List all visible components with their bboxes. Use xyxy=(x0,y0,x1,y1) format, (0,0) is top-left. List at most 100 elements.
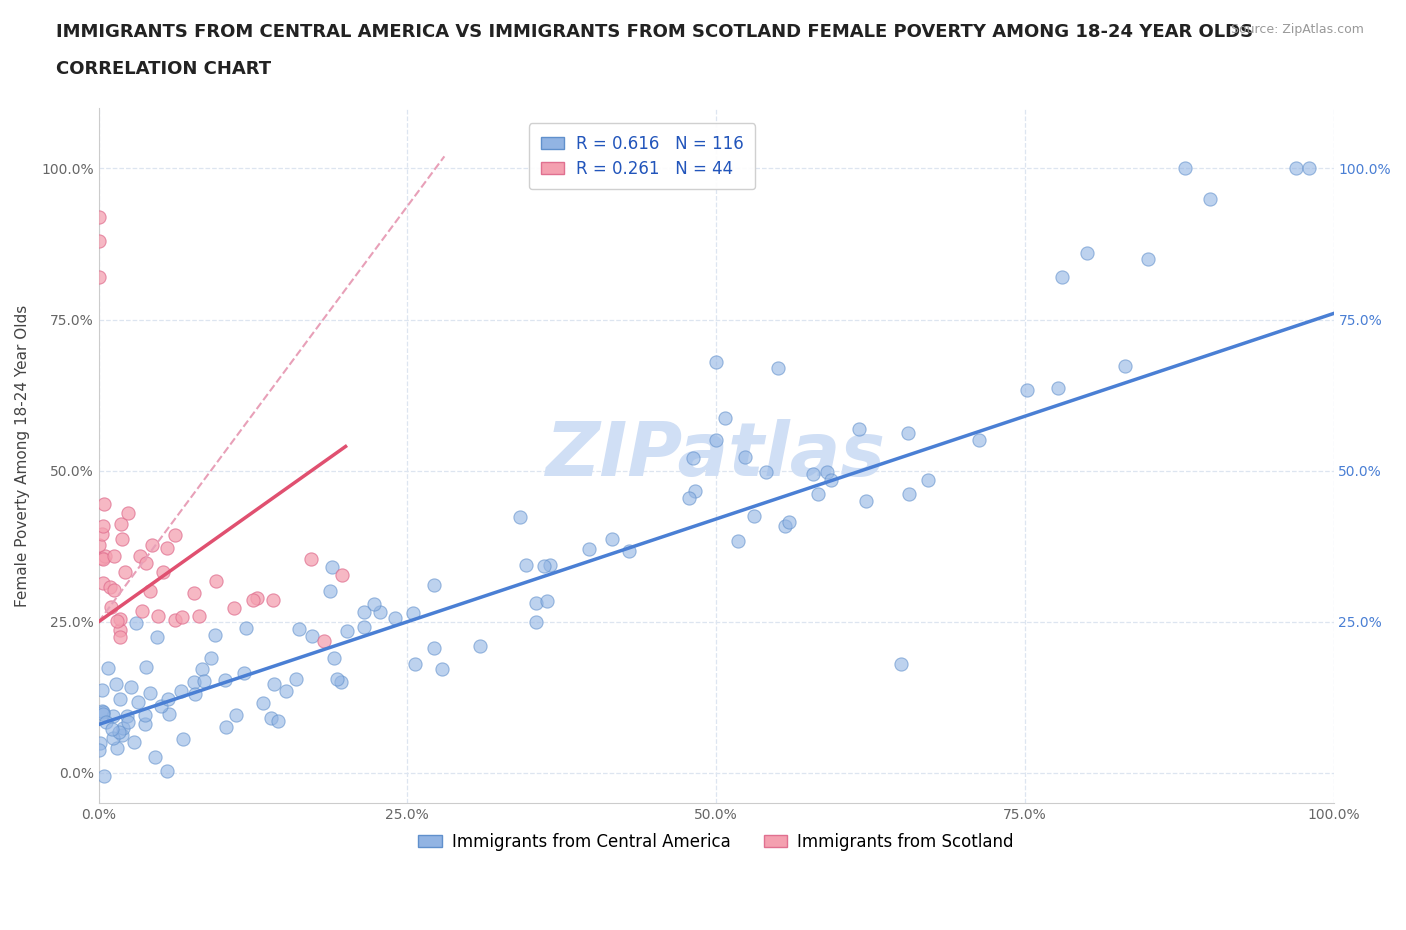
Point xyxy=(139,584,162,599)
Point xyxy=(91,551,114,566)
Point xyxy=(263,677,285,692)
Point xyxy=(200,650,222,665)
Point xyxy=(600,531,623,546)
Point xyxy=(325,671,347,686)
Point xyxy=(129,549,152,564)
Point xyxy=(91,705,114,720)
Point xyxy=(103,730,125,745)
Point xyxy=(232,665,254,680)
Point xyxy=(135,660,157,675)
Point xyxy=(183,674,205,689)
Point xyxy=(274,684,297,698)
Point xyxy=(515,558,537,573)
Point xyxy=(538,557,561,572)
Point xyxy=(299,551,322,566)
Point xyxy=(742,509,765,524)
Point xyxy=(108,612,131,627)
Point xyxy=(122,735,145,750)
Point xyxy=(114,565,136,579)
Point xyxy=(135,556,157,571)
Point xyxy=(917,472,939,487)
Point xyxy=(117,714,139,729)
Point xyxy=(91,706,114,721)
Point xyxy=(423,641,446,656)
Point xyxy=(111,531,134,546)
Point xyxy=(103,549,125,564)
Point xyxy=(183,586,205,601)
Point xyxy=(103,583,125,598)
Point xyxy=(363,597,385,612)
Point xyxy=(156,764,179,778)
Point xyxy=(524,596,547,611)
Point xyxy=(91,683,114,698)
Point xyxy=(87,270,110,285)
Point xyxy=(98,579,121,594)
Point xyxy=(1199,192,1222,206)
Point xyxy=(330,568,353,583)
Point xyxy=(111,728,134,743)
Point xyxy=(468,638,491,653)
Point xyxy=(150,698,173,713)
Point xyxy=(1047,380,1070,395)
Point xyxy=(336,624,359,639)
Point xyxy=(100,722,122,737)
Point xyxy=(246,591,269,606)
Point xyxy=(91,518,114,533)
Point xyxy=(235,620,257,635)
Point xyxy=(105,614,128,629)
Point xyxy=(820,473,842,488)
Point xyxy=(97,660,120,675)
Point xyxy=(152,565,174,579)
Point xyxy=(143,750,166,764)
Point xyxy=(778,514,800,529)
Point xyxy=(146,608,169,623)
Point xyxy=(157,706,180,721)
Point xyxy=(89,538,111,552)
Point xyxy=(225,708,247,723)
Point xyxy=(87,742,110,757)
Point xyxy=(134,708,156,723)
Point xyxy=(401,605,423,620)
Point xyxy=(773,518,796,533)
Point xyxy=(110,516,132,531)
Point xyxy=(105,676,128,691)
Point xyxy=(807,486,830,501)
Point xyxy=(117,506,139,521)
Point xyxy=(93,497,115,512)
Point xyxy=(801,467,824,482)
Point xyxy=(193,673,215,688)
Point xyxy=(727,534,749,549)
Point xyxy=(734,449,756,464)
Point xyxy=(284,672,307,687)
Point xyxy=(301,629,323,644)
Point xyxy=(89,736,111,751)
Point xyxy=(108,623,131,638)
Point xyxy=(1114,358,1136,373)
Point xyxy=(678,491,700,506)
Point xyxy=(312,634,335,649)
Point xyxy=(134,717,156,732)
Point xyxy=(370,604,392,619)
Point xyxy=(288,622,311,637)
Point xyxy=(90,526,112,541)
Point xyxy=(260,711,283,725)
Point xyxy=(94,714,117,729)
Point xyxy=(262,593,284,608)
Point xyxy=(896,425,918,440)
Point xyxy=(108,691,131,706)
Point xyxy=(87,209,110,224)
Point xyxy=(430,661,453,676)
Point xyxy=(353,605,375,620)
Legend: Immigrants from Central America, Immigrants from Scotland: Immigrants from Central America, Immigra… xyxy=(412,826,1021,857)
Point xyxy=(509,509,531,524)
Point xyxy=(157,692,180,707)
Point xyxy=(156,541,179,556)
Point xyxy=(1174,161,1197,176)
Y-axis label: Female Poverty Among 18-24 Year Olds: Female Poverty Among 18-24 Year Olds xyxy=(15,304,30,606)
Point xyxy=(87,233,110,248)
Point xyxy=(204,628,226,643)
Point xyxy=(108,724,131,739)
Point xyxy=(139,685,162,700)
Point xyxy=(214,672,236,687)
Point xyxy=(755,465,778,480)
